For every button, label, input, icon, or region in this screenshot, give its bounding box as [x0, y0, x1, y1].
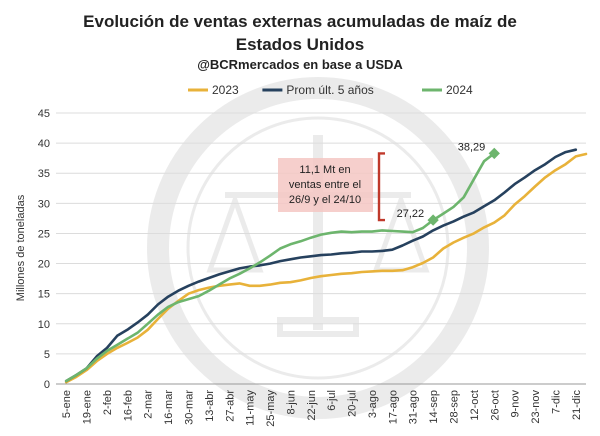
marker-point	[427, 214, 439, 226]
y-tick-label: 40	[38, 138, 50, 150]
x-tick-label: 19-ene	[82, 390, 94, 424]
marker-point	[488, 147, 500, 160]
legend-label: 2023	[212, 83, 239, 97]
x-tick-label: 26-oct	[489, 390, 501, 421]
x-tick-label: 9-nov	[510, 390, 522, 418]
x-tick-label: 5-ene	[61, 390, 73, 418]
y-tick-label: 10	[38, 319, 50, 331]
x-tick-label: 22-jun	[306, 390, 318, 421]
x-tick-label: 21-dic	[571, 390, 583, 420]
x-tick-label: 16-mar	[163, 390, 175, 425]
series-line	[64, 152, 496, 383]
watermark-seal	[147, 77, 489, 419]
x-tick-label: 31-ago	[408, 390, 420, 424]
y-tick-label: 30	[38, 198, 50, 210]
marker-label: 27,22	[397, 208, 425, 220]
x-tick-label: 3-ago	[367, 390, 379, 418]
series-line	[64, 152, 588, 384]
y-axis-label: Millones de toneladas	[15, 194, 27, 301]
y-tick-label: 0	[44, 379, 50, 391]
x-tick-label: 14-sep	[428, 390, 440, 424]
x-tick-label: 23-nov	[530, 390, 542, 424]
marker-label: 38,29	[458, 141, 486, 153]
y-tick-label: 15	[38, 289, 50, 301]
legend-label: Prom últ. 5 años	[286, 83, 373, 97]
x-axis-ticks: 5-ene 19-ene 2-feb 16-feb 2-mar 16-mar 30-mar 1…	[61, 390, 583, 427]
x-tick-label: 6-jul	[326, 390, 338, 411]
x-tick-label: 11-may	[245, 390, 257, 426]
annotation-bracket	[377, 152, 385, 222]
x-tick-label: 27-abr	[224, 390, 236, 422]
chart-title-line2: Estados Unidos	[236, 35, 364, 54]
y-tick-label: 45	[38, 108, 50, 120]
x-tick-label: 8-jun	[285, 390, 297, 414]
legend: 2023 Prom últ. 5 años 2024	[188, 83, 473, 97]
x-tick-label: 13-abr	[204, 390, 216, 422]
y-tick-label: 35	[38, 168, 50, 180]
series-group	[64, 148, 588, 384]
y-tick-label: 25	[38, 228, 50, 240]
y-axis-ticks: 0 5 10 15 20 25 30 35 40 45	[38, 108, 50, 391]
chart-title: Evolución de ventas externas acumuladas …	[83, 12, 517, 31]
x-tick-label: 2-feb	[102, 390, 114, 415]
y-tick-label: 5	[44, 349, 50, 361]
x-tick-label: 17-ago	[387, 390, 399, 424]
x-tick-label: 7-dic	[550, 390, 562, 414]
annotation-box	[278, 158, 373, 212]
x-tick-label: 28-sep	[449, 390, 461, 424]
y-tick-label: 20	[38, 259, 50, 271]
x-tick-label: 25-may	[265, 390, 277, 427]
x-tick-label: 20-jul	[347, 390, 359, 417]
x-tick-label: 12-oct	[469, 390, 481, 421]
annotation-line-2: ventas entre el	[289, 179, 361, 191]
series-line	[64, 148, 578, 383]
chart-subtitle: @BCRmercados en base a USDA	[197, 57, 403, 72]
annotation-line-1: 11,1 Mt en	[299, 164, 350, 176]
x-tick-label: 2-mar	[143, 390, 155, 419]
x-tick-label: 30-mar	[184, 390, 196, 425]
annotation-line-3: 26/9 y el 24/10	[289, 194, 361, 206]
markers: 27,22 38,29	[397, 141, 500, 226]
legend-label: 2024	[446, 83, 473, 97]
x-tick-label: 16-feb	[122, 390, 134, 421]
annotation: 11,1 Mt en ventas entre el 26/9 y el 24/…	[278, 152, 385, 222]
